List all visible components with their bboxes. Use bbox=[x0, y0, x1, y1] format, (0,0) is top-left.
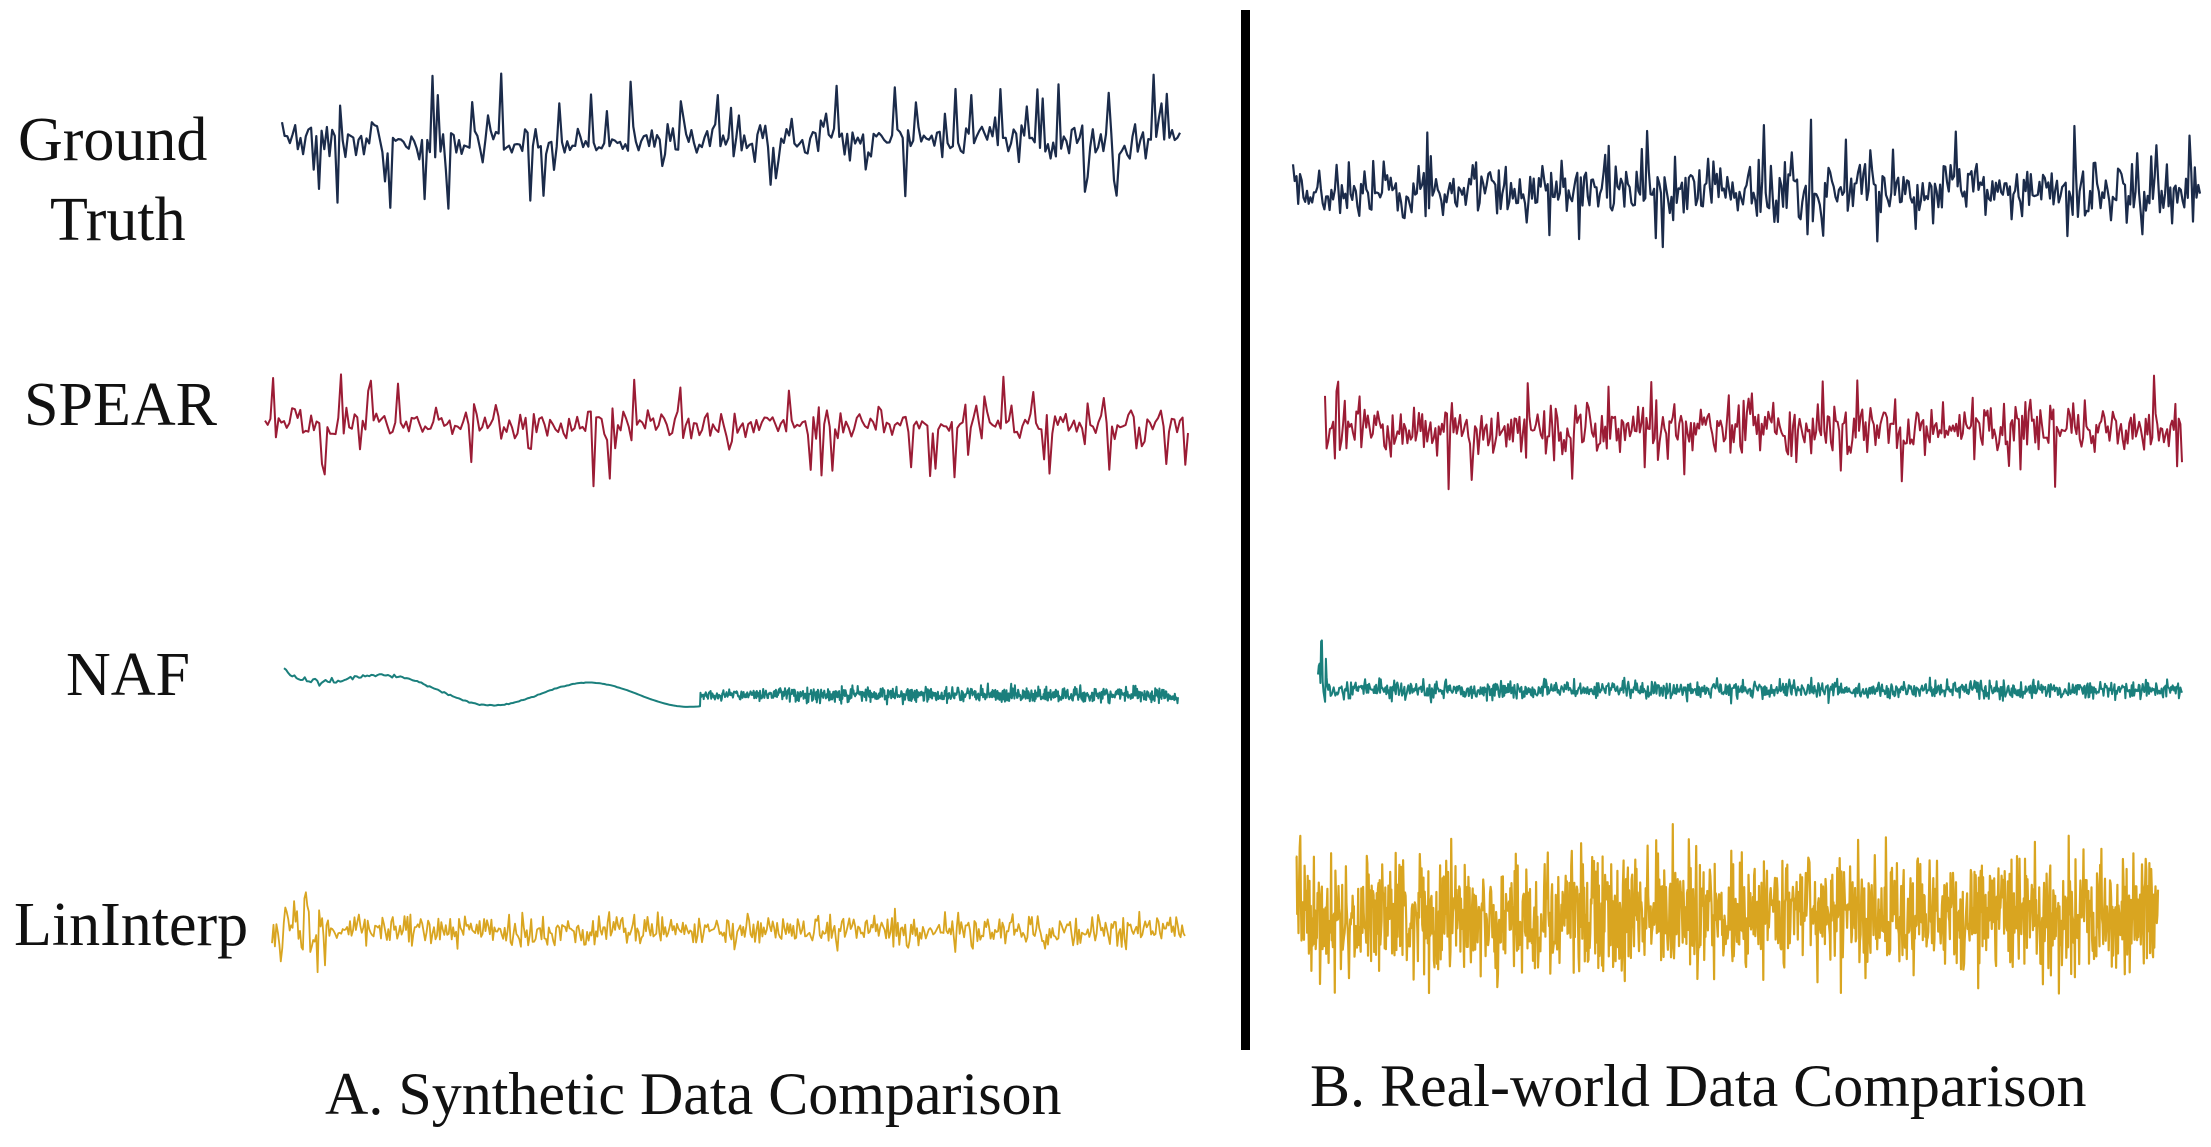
panel-divider bbox=[1241, 10, 1250, 1050]
wave-a-lininterp bbox=[271, 891, 1186, 974]
wave-a-spear bbox=[264, 373, 1189, 488]
row-label-naf: NAF bbox=[66, 641, 191, 709]
wave-b-lininterp bbox=[1295, 823, 2160, 995]
row-label-lininterp: LinInterp bbox=[14, 891, 249, 959]
caption-synthetic: A. Synthetic Data Comparison bbox=[325, 1061, 1062, 1127]
row-label-ground-truth: Ground Truth bbox=[18, 100, 207, 260]
wave-b-spear bbox=[1324, 374, 2183, 491]
ground-truth-line-2: Truth bbox=[50, 186, 186, 254]
ground-truth-line-1: Ground bbox=[18, 106, 208, 174]
wave-a-naf bbox=[283, 667, 1179, 708]
row-label-spear: SPEAR bbox=[24, 371, 217, 439]
wave-b-ground-truth bbox=[1291, 118, 2202, 249]
wave-a-ground-truth bbox=[280, 72, 1181, 210]
wave-b-naf bbox=[1317, 639, 2183, 705]
caption-real: B. Real-world Data Comparison bbox=[1310, 1053, 2087, 1119]
